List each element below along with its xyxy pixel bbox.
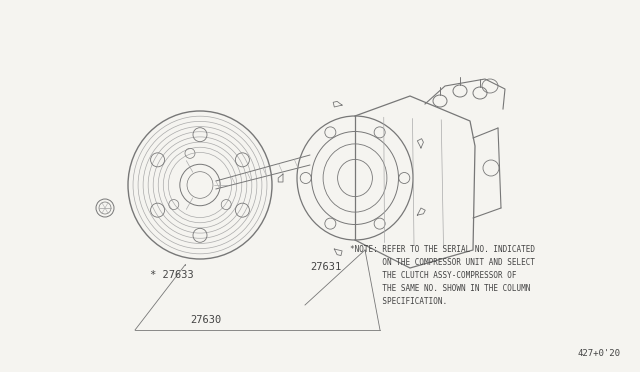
Text: 427+0'20: 427+0'20 bbox=[577, 349, 620, 358]
Text: * 27633: * 27633 bbox=[150, 270, 194, 280]
Text: THE CLUTCH ASSY-COMPRESSOR OF: THE CLUTCH ASSY-COMPRESSOR OF bbox=[350, 271, 516, 280]
Text: 27631: 27631 bbox=[310, 262, 341, 272]
Text: THE SAME NO. SHOWN IN THE COLUMN: THE SAME NO. SHOWN IN THE COLUMN bbox=[350, 284, 531, 293]
Text: ON THE COMPRESSOR UNIT AND SELECT: ON THE COMPRESSOR UNIT AND SELECT bbox=[350, 258, 535, 267]
Text: *NOTE: REFER TO THE SERIAL NO. INDICATED: *NOTE: REFER TO THE SERIAL NO. INDICATED bbox=[350, 245, 535, 254]
Text: SPECIFICATION.: SPECIFICATION. bbox=[350, 297, 447, 306]
Text: 27630: 27630 bbox=[190, 315, 221, 325]
